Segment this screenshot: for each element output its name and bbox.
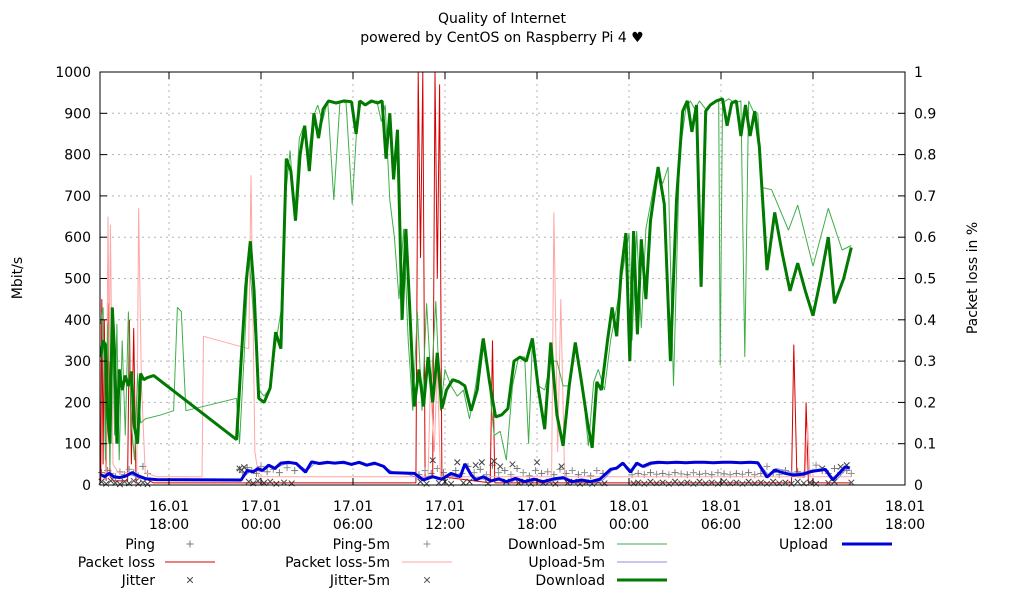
legend-item-upload: Upload bbox=[779, 537, 892, 553]
y2-axis-label: Packet loss in % bbox=[965, 222, 981, 334]
x-tick-label-time: 12:00 bbox=[793, 517, 833, 533]
x-tick-label-date: 18.01 bbox=[609, 499, 649, 515]
x-tick-label-date: 17.01 bbox=[333, 499, 373, 515]
legend-label: Jitter bbox=[121, 573, 156, 589]
y-tick-label: 300 bbox=[64, 354, 91, 370]
axis-ticks-and-labels: 16.01 18:00 17.01 00:00 17.01 06:00 17.01 12:00… bbox=[55, 65, 936, 533]
legend-item-ping-5m: Ping-5m bbox=[333, 537, 431, 553]
x-tick-label-date: 17.01 bbox=[425, 499, 465, 515]
legend-label: Ping bbox=[125, 537, 155, 553]
legend-item-download: Download bbox=[535, 573, 667, 589]
x-tick-label-date: 18.01 bbox=[793, 499, 833, 515]
y2-tick-label: 0.1 bbox=[914, 437, 936, 453]
y2-tick-label: 0.2 bbox=[914, 395, 936, 411]
y-tick-label: 200 bbox=[64, 395, 91, 411]
legend-item-jitter-5m: Jitter-5m bbox=[329, 573, 431, 589]
chart-title: Quality of Internet bbox=[438, 11, 567, 27]
x-tick-label-time: 06:00 bbox=[333, 517, 373, 533]
legend-item-upload-5m: Upload-5m bbox=[528, 555, 667, 571]
y-axis-label: Mbit/s bbox=[10, 257, 26, 299]
y-tick-label: 1000 bbox=[55, 65, 91, 81]
legend-item-download-5m: Download-5m bbox=[508, 537, 667, 553]
legend-label: Ping-5m bbox=[333, 537, 390, 553]
y-tick-label: 400 bbox=[64, 313, 91, 329]
x-tick-label-time: 18:00 bbox=[517, 517, 557, 533]
y-tick-label: 800 bbox=[64, 148, 91, 164]
x-tick-label-time: 00:00 bbox=[241, 517, 281, 533]
x-tick-label-time: 06:00 bbox=[701, 517, 741, 533]
plot-series bbox=[98, 71, 855, 488]
y2-tick-label: 0.5 bbox=[914, 272, 936, 288]
legend-item-packet-loss-5m: Packet loss-5m bbox=[285, 555, 452, 571]
legend-item-jitter: Jitter bbox=[121, 573, 194, 589]
x-tick-label-date: 16.01 bbox=[149, 499, 189, 515]
legend-item-packet-loss: Packet loss bbox=[78, 555, 215, 571]
series-download bbox=[99, 97, 853, 449]
legend-label: Packet loss-5m bbox=[285, 555, 390, 571]
legend-label: Packet loss bbox=[78, 555, 155, 571]
y2-tick-label: 0.6 bbox=[914, 230, 936, 246]
x-tick-label-time: 00:00 bbox=[609, 517, 649, 533]
y2-tick-label: 0.7 bbox=[914, 189, 936, 205]
x-tick-label-time: 18:00 bbox=[885, 517, 925, 533]
gridlines bbox=[100, 72, 905, 485]
y2-tick-label: 0 bbox=[914, 478, 923, 494]
series-upload bbox=[100, 460, 851, 484]
x-tick-label-date: 18.01 bbox=[701, 499, 741, 515]
series-download-5m bbox=[100, 98, 852, 469]
chart-subtitle: powered by CentOS on Raspberry Pi 4 ♥ bbox=[360, 30, 644, 46]
legend-label: Download-5m bbox=[508, 537, 605, 553]
y-tick-label: 0 bbox=[82, 478, 91, 494]
y-tick-label: 600 bbox=[64, 230, 91, 246]
y2-tick-label: 0.4 bbox=[914, 313, 936, 329]
legend-label: Download bbox=[535, 573, 605, 589]
x-tick-label-date: 18.01 bbox=[885, 499, 925, 515]
legend-label: Jitter-5m bbox=[329, 573, 390, 589]
y-tick-label: 700 bbox=[64, 189, 91, 205]
legend-label: Upload-5m bbox=[528, 555, 605, 571]
y-tick-label: 500 bbox=[64, 272, 91, 288]
x-tick-label-time: 18:00 bbox=[149, 517, 189, 533]
y2-tick-label: 0.3 bbox=[914, 354, 936, 370]
y2-tick-label: 0.8 bbox=[914, 148, 936, 164]
series-packet-loss-5m bbox=[100, 175, 852, 478]
chart-legend: Ping Packet loss Jitter Ping-5m Packet loss-… bbox=[78, 537, 892, 589]
x-tick-label-time: 12:00 bbox=[425, 517, 465, 533]
x-tick-label-date: 17.01 bbox=[517, 499, 557, 515]
y-tick-label: 100 bbox=[64, 437, 91, 453]
legend-label: Upload bbox=[779, 537, 828, 553]
x-tick-label-date: 17.01 bbox=[241, 499, 281, 515]
y2-tick-label: 1 bbox=[914, 65, 923, 81]
legend-item-ping: Ping bbox=[125, 537, 194, 553]
y2-tick-label: 0.9 bbox=[914, 106, 936, 122]
y-tick-label: 900 bbox=[64, 106, 91, 122]
